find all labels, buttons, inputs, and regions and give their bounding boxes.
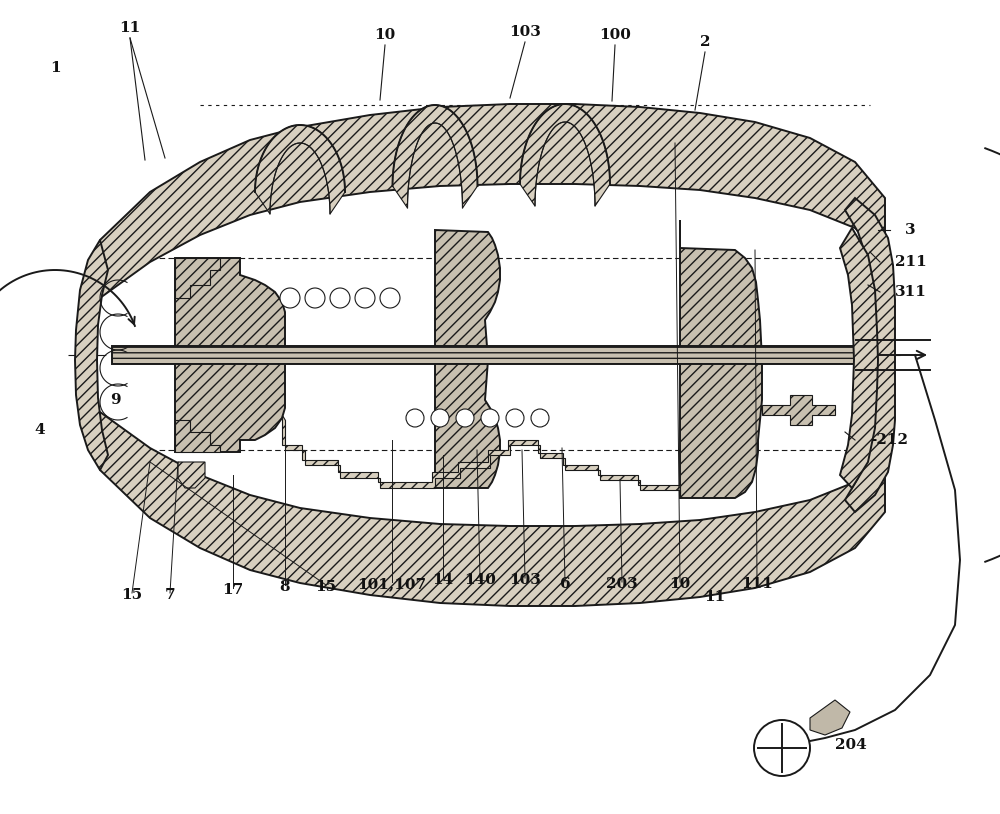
Polygon shape: [282, 415, 680, 498]
Text: 10: 10: [669, 577, 691, 591]
Text: 17: 17: [222, 583, 244, 597]
Circle shape: [380, 288, 400, 308]
Circle shape: [330, 288, 350, 308]
Text: 4: 4: [35, 423, 45, 437]
Polygon shape: [840, 228, 878, 488]
Text: 203: 203: [606, 577, 638, 591]
Circle shape: [406, 409, 424, 427]
Text: 8: 8: [280, 580, 290, 594]
Text: 15: 15: [121, 588, 143, 602]
Polygon shape: [435, 230, 500, 488]
Text: 14: 14: [432, 573, 454, 587]
Polygon shape: [255, 125, 345, 214]
Polygon shape: [112, 346, 875, 364]
Circle shape: [506, 409, 524, 427]
Text: 140: 140: [464, 573, 496, 587]
Text: 7: 7: [165, 588, 175, 602]
Circle shape: [280, 288, 300, 308]
Polygon shape: [100, 104, 885, 298]
Text: 15: 15: [315, 580, 337, 594]
Polygon shape: [175, 258, 285, 452]
Polygon shape: [178, 462, 205, 488]
Text: 100: 100: [599, 28, 631, 42]
Text: 311: 311: [895, 285, 927, 299]
Text: 204: 204: [835, 738, 867, 752]
Polygon shape: [75, 240, 108, 470]
Text: 3: 3: [905, 223, 916, 237]
Text: -212: -212: [870, 433, 908, 447]
Text: 10: 10: [374, 28, 396, 42]
Text: 101,107: 101,107: [357, 577, 427, 591]
Text: 103: 103: [509, 25, 541, 39]
Circle shape: [456, 409, 474, 427]
Polygon shape: [392, 105, 478, 208]
Circle shape: [355, 288, 375, 308]
Polygon shape: [100, 412, 885, 606]
Text: 9: 9: [110, 393, 120, 407]
Circle shape: [431, 409, 449, 427]
Text: 111: 111: [741, 577, 773, 591]
Polygon shape: [762, 395, 835, 425]
Polygon shape: [175, 420, 220, 452]
Text: 2: 2: [700, 35, 710, 49]
Text: 11: 11: [704, 590, 726, 604]
Circle shape: [481, 409, 499, 427]
Text: 6: 6: [560, 577, 570, 591]
Polygon shape: [175, 258, 220, 298]
Polygon shape: [680, 220, 762, 498]
Polygon shape: [520, 104, 610, 206]
Text: 1: 1: [50, 61, 60, 75]
Text: 11: 11: [119, 21, 141, 35]
Circle shape: [754, 720, 810, 776]
Polygon shape: [810, 700, 850, 735]
Circle shape: [531, 409, 549, 427]
Polygon shape: [845, 198, 895, 512]
Text: 211: 211: [895, 255, 927, 269]
Text: 103: 103: [509, 573, 541, 587]
Circle shape: [305, 288, 325, 308]
